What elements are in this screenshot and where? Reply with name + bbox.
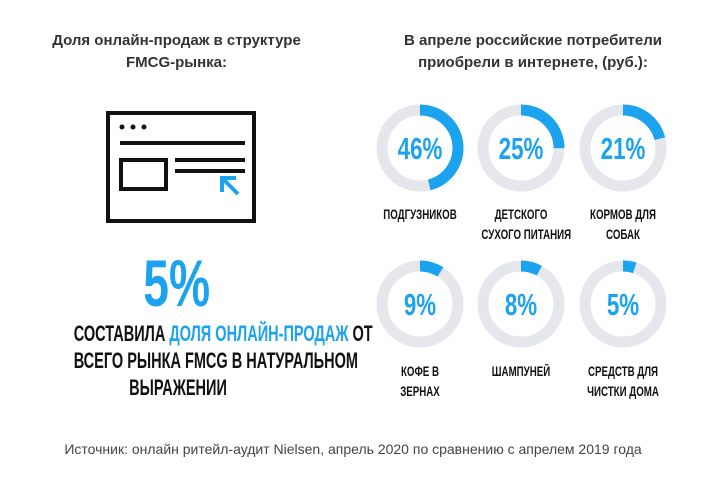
donut-arc [477, 104, 565, 192]
online-share-value-text: 5% [143, 246, 210, 320]
left-title-line: FMCG-рынка: [125, 54, 228, 71]
donut-category-line: СРЕДСТВ ДЛЯ [587, 364, 659, 379]
donut-category-line: ПОДГУЗНИКОВ [383, 207, 457, 222]
donut-chart: 25% [477, 104, 565, 192]
donut-category-line: КОФЕ В [400, 364, 440, 379]
donut-category-label: ПОДГУЗНИКОВ [365, 205, 475, 225]
donut-category-line: КОРМОВ ДЛЯ [590, 207, 656, 222]
right-title-line: приобрели в интернете, (руб.): [418, 54, 648, 71]
donut-category-label: КОРМОВ ДЛЯ СОБАК [568, 205, 678, 245]
donut-value-label: 8% [505, 287, 537, 321]
right-title-line: В апреле российские потребители [403, 32, 662, 49]
right-title: В апреле российские потребители приобрел… [360, 30, 706, 74]
donut-arc [376, 104, 464, 192]
donut-value-label: 5% [607, 287, 639, 321]
donut-category-line: ЗЕРНАХ [400, 384, 440, 399]
donut-category-label: ДЕТСКОГО СУХОГО ПИТАНИЯ [466, 205, 576, 245]
desc-text: ОТ [348, 321, 373, 346]
donut-chart: 9% [376, 260, 464, 348]
donut-category-line: СУХОГО ПИТАНИЯ [481, 227, 572, 242]
online-share-description: СОСТАВИЛА ДОЛЯ ОНЛАЙН-ПРОДАЖ ОТ ВСЕГО РЫ… [20, 320, 373, 401]
donut-category-label: КОФЕ В ЗЕРНАХ [365, 362, 475, 402]
left-title: Доля онлайн-продаж в структуре FMCG-рынк… [0, 30, 353, 74]
source-note: Источник: онлайн ритейл-аудит Nielsen, а… [64, 441, 642, 457]
donut-arc [376, 260, 464, 348]
donut-chart: 8% [477, 260, 565, 348]
donut-category-line: ШАМПУНЕЙ [491, 364, 551, 379]
desc-text: СОСТАВИЛА [73, 321, 170, 346]
donut-chart: 21% [579, 104, 667, 192]
donut-value-label: 9% [404, 287, 436, 321]
donut-category-label: СРЕДСТВ ДЛЯ ЧИСТКИ ДОМА [568, 362, 678, 402]
left-title-line: Доля онлайн-продаж в структуре [52, 32, 301, 49]
donut-category-line: СОБАК [606, 227, 640, 242]
donut-category-line: ЧИСТКИ ДОМА [587, 384, 659, 399]
donut-arc [579, 260, 667, 348]
donut-chart: 5% [579, 260, 667, 348]
donut-value-label: 25% [499, 131, 544, 165]
donut-value-label: 21% [601, 131, 646, 165]
donut-arc [477, 260, 565, 348]
donut-value-label: 46% [398, 131, 443, 165]
browser-window-cursor-icon [106, 111, 256, 223]
desc-line: СОСТАВИЛА ДОЛЯ ОНЛАЙН-ПРОДАЖ ОТ [73, 320, 373, 347]
donut-chart: 46% [376, 104, 464, 192]
donut-category-label: ШАМПУНЕЙ [466, 362, 576, 382]
donut-arc [579, 104, 667, 192]
desc-highlight: ДОЛЯ ОНЛАЙН-ПРОДАЖ [169, 321, 349, 346]
online-share-value: 5% [0, 245, 353, 321]
desc-line: ВЫРАЖЕНИИ [129, 375, 227, 400]
donut-category-line: ДЕТСКОГО [494, 207, 548, 222]
